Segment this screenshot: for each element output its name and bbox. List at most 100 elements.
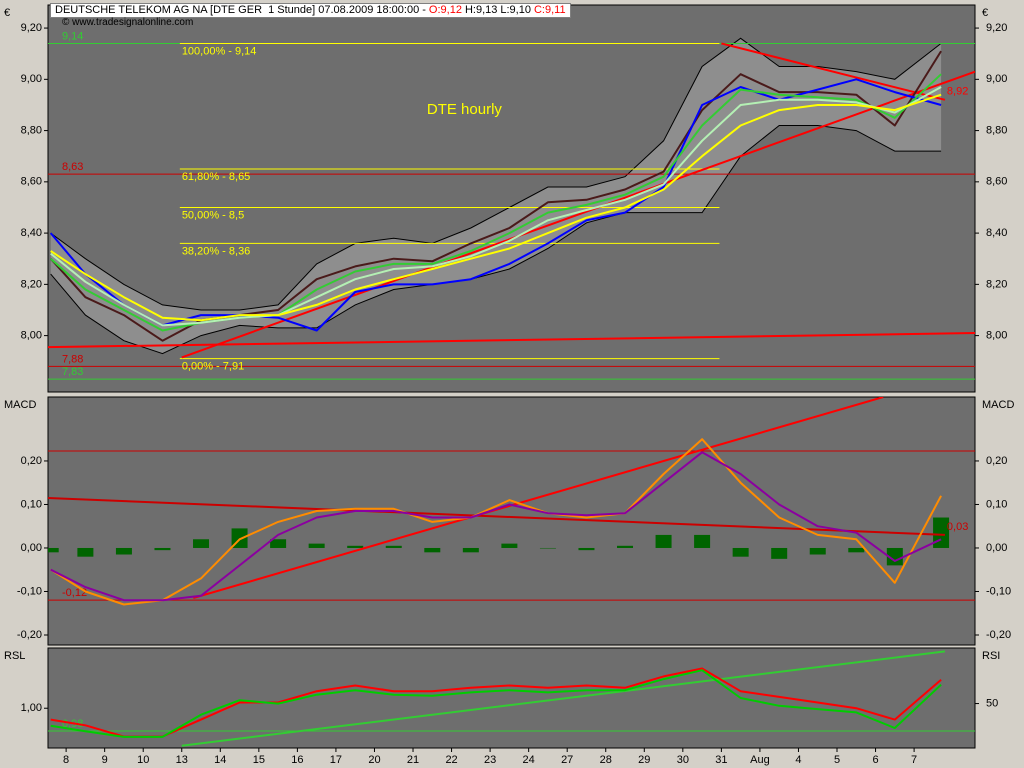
x-tick-label: 10 xyxy=(137,754,149,766)
plot-layer: 9,14 8,63 7,887,83 100,00% - 9,14 61,80% - 8… xyxy=(48,30,975,380)
trend-line xyxy=(181,70,975,359)
x-tick-label: 14 xyxy=(214,754,226,766)
series-line xyxy=(49,78,942,332)
h-line-label: 8,63 xyxy=(62,161,83,173)
plot-area xyxy=(47,396,976,646)
y-tick-label: 8,00 xyxy=(21,330,42,342)
x-tick-label: 24 xyxy=(523,754,535,766)
plot-layer: 0,981,05 xyxy=(48,637,975,747)
histogram-bar xyxy=(424,547,441,553)
x-tick-label: 15 xyxy=(253,754,265,766)
x-tick-label: 17 xyxy=(330,754,342,766)
y-tick-label-right: 8,80 xyxy=(986,124,1007,136)
h-line-label: 7,83 xyxy=(62,366,83,378)
x-tick-label: 8 xyxy=(63,754,69,766)
y-tick-label: 0,00 xyxy=(21,542,42,554)
trend-line-label: 0,03 xyxy=(947,521,968,533)
fib-label: 50,00% - 8,5 xyxy=(182,209,244,221)
y-tick-label-right: 9,00 xyxy=(986,73,1007,85)
y-tick-label: -0,10 xyxy=(17,585,42,597)
histogram-bar xyxy=(115,547,132,555)
x-tick-label: 13 xyxy=(176,754,188,766)
series-line xyxy=(50,86,942,327)
x-tick-label: 31 xyxy=(715,754,727,766)
histogram-bar xyxy=(193,539,210,548)
y-tick-label-right: 0,20 xyxy=(986,455,1007,467)
histogram-bar xyxy=(694,534,711,548)
fib-label: 38,20% - 8,36 xyxy=(182,245,251,257)
trend-line xyxy=(193,397,884,599)
plot-area xyxy=(47,647,976,749)
histogram-bar xyxy=(886,547,903,566)
histogram-bar xyxy=(848,547,865,553)
y-tick-label-right: 8,20 xyxy=(986,278,1007,290)
band-lower xyxy=(50,125,942,355)
series-line xyxy=(50,438,942,606)
y-tick-label-right: 8,40 xyxy=(986,227,1007,239)
x-tick-label: 29 xyxy=(638,754,650,766)
ohlc-value: O:9,12 xyxy=(428,4,462,16)
histogram-bar xyxy=(501,543,518,548)
y-axis-label: MACD xyxy=(4,399,36,411)
y-tick-label: 0,20 xyxy=(21,455,42,467)
y-tick-label: 8,60 xyxy=(21,176,42,188)
histogram-bar xyxy=(655,534,672,548)
y-tick-label: 9,00 xyxy=(21,73,42,85)
histogram-bar xyxy=(154,547,171,551)
y-axis-label-right: RSI xyxy=(982,650,1000,662)
chart-header: DEUTSCHE TELEKOM AG NA [DTE GER 1 Stunde… xyxy=(50,3,571,18)
y-tick-label-right: 0,10 xyxy=(986,498,1007,510)
plot-content: 0,981,05 xyxy=(48,637,975,747)
ohlc-value: L:9,10 xyxy=(500,4,531,16)
fib-label: 61,80% - 8,65 xyxy=(182,171,251,183)
y-axis-label: € xyxy=(4,7,10,19)
x-tick-label: 30 xyxy=(677,754,689,766)
y-tick-label: 1,00 xyxy=(21,702,42,714)
x-tick-label: 6 xyxy=(872,754,878,766)
x-tick-label: 5 xyxy=(834,754,840,766)
x-tick-label: 28 xyxy=(600,754,612,766)
x-tick-label: 20 xyxy=(368,754,380,766)
x-tick-label: 7 xyxy=(911,754,917,766)
ohlc-value: C:9,11 xyxy=(533,4,566,16)
x-tick-label: 21 xyxy=(407,754,419,766)
x-tick-label: 27 xyxy=(561,754,573,766)
plot-content: -0,12 0,03 xyxy=(48,397,975,606)
x-tick-label: 4 xyxy=(795,754,801,766)
trend-line-label: 1,05 xyxy=(947,637,968,649)
y-tick-label: -0,20 xyxy=(17,629,42,641)
trend-line-label: 8,92 xyxy=(947,86,968,98)
histogram-bar xyxy=(77,547,94,557)
y-tick-label: 8,40 xyxy=(21,227,42,239)
trend-line xyxy=(721,42,946,101)
y-tick-label: 0,10 xyxy=(21,498,42,510)
y-tick-label-right: -0,10 xyxy=(986,585,1011,597)
x-tick-label: 16 xyxy=(291,754,303,766)
y-axis-label: RSL xyxy=(4,650,25,662)
histogram-bar xyxy=(347,545,364,548)
histogram-bar xyxy=(771,547,788,559)
histogram-bar xyxy=(809,547,826,555)
trend-line xyxy=(48,332,975,349)
trend-line xyxy=(48,496,945,536)
histogram-bar xyxy=(48,547,59,553)
histogram-bar xyxy=(308,543,325,548)
histogram-bar xyxy=(732,547,749,557)
y-tick-label-right: -0,20 xyxy=(986,629,1011,641)
histogram-bar xyxy=(385,545,402,548)
y-tick-label: 8,20 xyxy=(21,278,42,290)
y-tick-label-right: 8,60 xyxy=(986,176,1007,188)
plot-content: 9,14 8,63 7,887,83 100,00% - 9,14 61,80% - 8… xyxy=(48,30,975,380)
histogram-bar xyxy=(539,547,556,549)
y2-tick-label: 50 xyxy=(986,697,998,709)
band-upper xyxy=(50,37,942,311)
fib-label: 100,00% - 9,14 xyxy=(182,45,257,57)
h-line-label: 7,88 xyxy=(62,353,83,365)
trend-line xyxy=(181,650,946,747)
fib-label: 0,00% - 7,91 xyxy=(182,361,244,373)
histogram-bar xyxy=(578,547,595,551)
x-tick-label: 22 xyxy=(445,754,457,766)
y-tick-label-right: 9,20 xyxy=(986,22,1007,34)
x-tick-label: 9 xyxy=(102,754,108,766)
